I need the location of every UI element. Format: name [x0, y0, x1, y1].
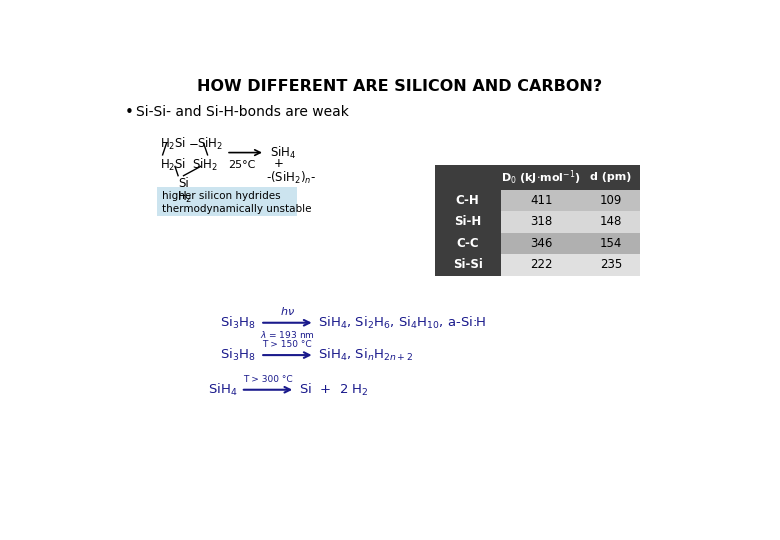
Bar [501, 190, 582, 211]
Text: T > 300 °C: T > 300 °C [243, 375, 292, 383]
Text: h$\nu$: h$\nu$ [280, 305, 295, 316]
Text: Si$_3$H$_8$: Si$_3$H$_8$ [220, 347, 256, 363]
Text: SiH$_4$: SiH$_4$ [270, 145, 296, 161]
Bar [158, 187, 296, 217]
Bar [582, 190, 640, 211]
Bar [434, 190, 501, 211]
Text: 318: 318 [530, 215, 552, 228]
Bar [501, 211, 582, 233]
Text: H$_2$Si: H$_2$Si [159, 136, 186, 152]
Text: -(SiH$_2$)$_n$-: -(SiH$_2$)$_n$- [267, 170, 317, 186]
Text: 411: 411 [530, 194, 552, 207]
Text: +: + [275, 157, 284, 170]
Bar [501, 165, 582, 190]
Text: T > 150 °C: T > 150 °C [263, 340, 312, 349]
Bar [582, 233, 640, 254]
Text: Si$_3$H$_8$: Si$_3$H$_8$ [220, 315, 256, 331]
Text: SiH$_2$: SiH$_2$ [192, 157, 218, 173]
Bar [582, 165, 640, 190]
Text: 109: 109 [600, 194, 622, 207]
Bar [582, 254, 640, 276]
Bar [434, 254, 501, 276]
Text: C-H: C-H [456, 194, 480, 207]
Bar [434, 233, 501, 254]
Text: H$_2$: H$_2$ [176, 190, 192, 205]
Text: SiH$_4$, Si$_n$H$_{2n+2}$: SiH$_4$, Si$_n$H$_{2n+2}$ [318, 347, 414, 363]
Bar [582, 211, 640, 233]
Text: C-C: C-C [456, 237, 479, 250]
Text: HOW DIFFERENT ARE SILICON AND CARBON?: HOW DIFFERENT ARE SILICON AND CARBON? [197, 79, 602, 93]
Text: 148: 148 [600, 215, 622, 228]
Bar [434, 165, 501, 190]
Text: 154: 154 [600, 237, 622, 250]
Text: 222: 222 [530, 259, 552, 272]
Text: H$_2$Si: H$_2$Si [159, 157, 186, 173]
Text: D$_0$ (kJ$\cdot$mol$^{-1}$): D$_0$ (kJ$\cdot$mol$^{-1}$) [502, 168, 581, 186]
Text: SiH$_2$: SiH$_2$ [197, 136, 223, 152]
Text: Si-Si- and Si-H-bonds are weak: Si-Si- and Si-H-bonds are weak [136, 105, 349, 119]
Text: Si-H: Si-H [454, 215, 481, 228]
Text: SiH$_4$, Si$_2$H$_6$, Si$_4$H$_{10}$, a-Si:H: SiH$_4$, Si$_2$H$_6$, Si$_4$H$_{10}$, a-… [318, 315, 487, 331]
Text: SiH$_4$: SiH$_4$ [208, 382, 238, 398]
Text: $\lambda$ = 193 nm: $\lambda$ = 193 nm [260, 329, 315, 340]
Text: 235: 235 [600, 259, 622, 272]
Bar [434, 211, 501, 233]
Text: •: • [125, 105, 133, 120]
Text: 25°C: 25°C [228, 160, 255, 170]
Text: Si  +  2 H$_2$: Si + 2 H$_2$ [299, 382, 369, 398]
Text: Si-Si: Si-Si [452, 259, 483, 272]
Text: d (pm): d (pm) [590, 172, 632, 182]
Text: Si: Si [178, 177, 189, 190]
Text: 346: 346 [530, 237, 552, 250]
Text: higher silicon hydrides
thermodynamically unstable: higher silicon hydrides thermodynamicall… [161, 191, 311, 214]
Bar [501, 233, 582, 254]
Bar [501, 254, 582, 276]
Text: $-$: $-$ [188, 136, 199, 148]
